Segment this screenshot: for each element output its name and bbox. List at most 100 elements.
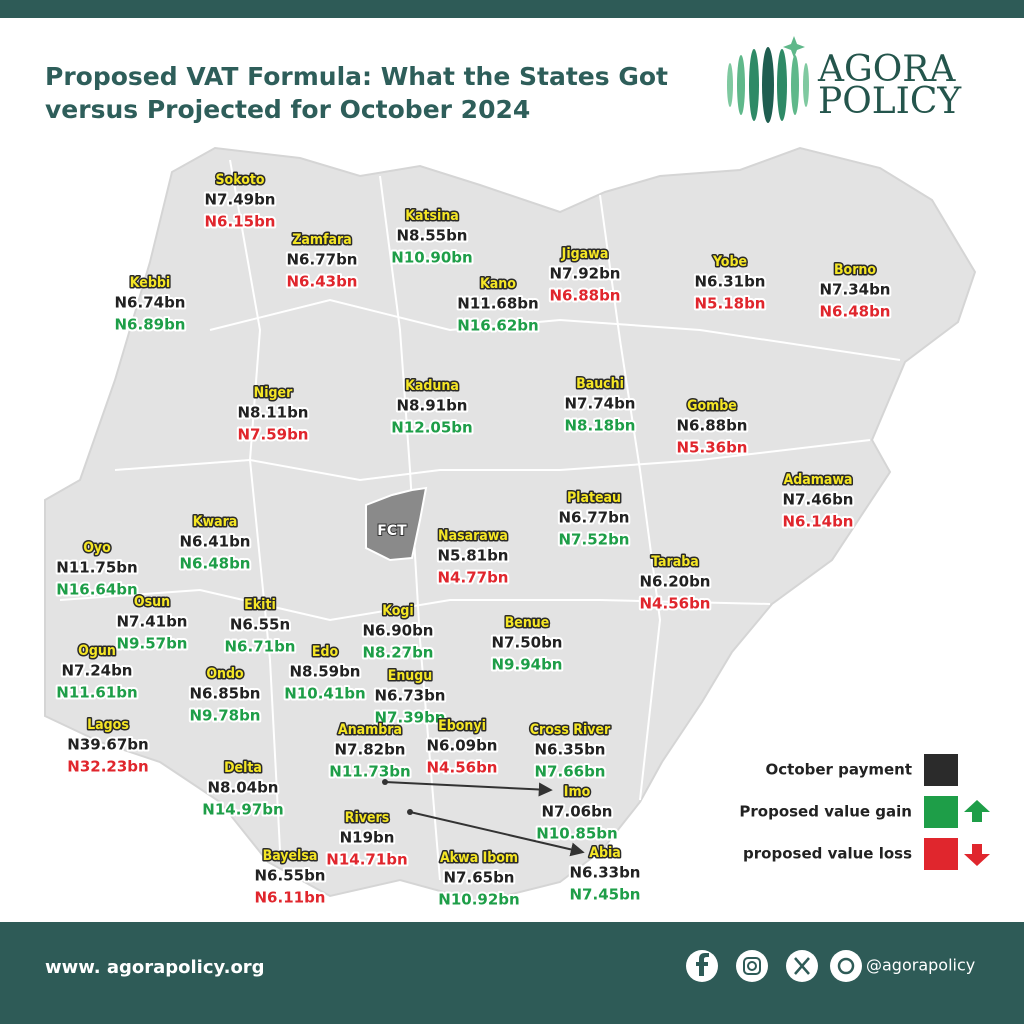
state-name: Kogi [382, 603, 414, 619]
state-name: Jigawa [561, 246, 609, 262]
state-name: Oyo [83, 540, 111, 556]
state-name: Anambra [338, 722, 402, 738]
proposed-value: N6.89bn [115, 316, 186, 334]
state-name: Borno [834, 262, 876, 278]
proposed-value: N10.85bn [536, 825, 617, 843]
october-payment: N6.41bn [180, 533, 251, 551]
state-name: Gombe [687, 398, 737, 414]
october-payment: N6.55n [230, 616, 290, 634]
october-payment: N7.34bn [820, 281, 891, 299]
state-name: Kebbi [130, 275, 170, 291]
october-payment: N8.55bn [397, 227, 468, 245]
state-name: Plateau [567, 490, 621, 506]
october-payment: N6.20bn [640, 573, 711, 591]
proposed-value: N6.14bn [783, 513, 854, 531]
title-line: versus Projected for October 2024 [45, 95, 530, 124]
state-name: Ekiti [244, 597, 276, 613]
proposed-value: N4.56bn [427, 759, 498, 777]
proposed-value: N6.48bn [820, 303, 891, 321]
state-name: Ogun [78, 643, 116, 659]
proposed-value: N14.71bn [326, 851, 407, 869]
proposed-value: N4.56bn [640, 595, 711, 613]
proposed-value: N7.45bn [570, 886, 641, 904]
legend-swatch [924, 754, 958, 786]
october-payment: N6.33bn [570, 864, 641, 882]
state-name: Nasarawa [438, 528, 508, 544]
proposed-value: N7.52bn [559, 531, 630, 549]
october-payment: N7.41bn [117, 613, 188, 631]
gain-arrow [964, 800, 990, 822]
arrow [409, 811, 585, 857]
logo-text: POLICY [818, 81, 962, 122]
state-name: Taraba [651, 554, 699, 570]
october-payment: N7.50bn [492, 634, 563, 652]
state-name: Yobe [712, 254, 747, 270]
october-payment: N6.90bn [363, 622, 434, 640]
state-name: Osun [134, 594, 170, 610]
proposed-value: N8.18bn [565, 417, 636, 435]
proposed-value: N6.11bn [255, 889, 326, 907]
proposed-value: N16.64bn [56, 581, 137, 599]
state-name: Lagos [87, 717, 129, 733]
october-payment: N6.55bn [255, 867, 326, 885]
state-name: Kano [480, 276, 516, 292]
october-payment: N7.06bn [542, 803, 613, 821]
state-name: Katsina [405, 208, 459, 224]
state-name: Benue [505, 615, 550, 631]
state-name: Niger [254, 385, 293, 401]
october-payment: N7.82bn [335, 741, 406, 759]
proposed-value: N10.92bn [438, 891, 519, 909]
state-name: Bayelsa [263, 848, 318, 864]
arrow-dot [382, 779, 388, 785]
proposed-value: N7.66bn [535, 763, 606, 781]
october-payment: N6.77bn [287, 251, 358, 269]
state-name: Zamfara [292, 232, 351, 248]
website[interactable]: www. agorapolicy.org [45, 957, 265, 978]
october-payment: N19bn [340, 829, 395, 847]
october-payment: N8.11bn [238, 404, 309, 422]
proposed-value: N10.41bn [284, 685, 365, 703]
legend-swatch [924, 838, 958, 870]
logo-mark [727, 36, 809, 123]
october-payment: N7.65bn [444, 869, 515, 887]
october-payment: N5.81bn [438, 547, 509, 565]
state-name: Ebonyi [438, 718, 486, 734]
proposed-value: N5.36bn [677, 439, 748, 457]
october-payment: N7.49bn [205, 191, 276, 209]
proposed-value: N4.77bn [438, 569, 509, 587]
social-icons[interactable] [686, 950, 862, 982]
proposed-value: N7.39bn [375, 709, 446, 727]
top-bar [0, 0, 1024, 18]
state-name: Cross River [530, 722, 611, 738]
state-name: Imo [564, 784, 591, 800]
october-payment: N6.09bn [427, 737, 498, 755]
proposed-value: N10.90bn [391, 249, 472, 267]
state-name: Kwara [193, 514, 238, 530]
october-payment: N7.92bn [550, 265, 621, 283]
loss-arrow [964, 844, 990, 866]
state-name: Akwa Ibom [440, 850, 518, 866]
october-payment: N7.74bn [565, 395, 636, 413]
proposed-value: N9.57bn [117, 635, 188, 653]
social-handle[interactable]: @agorapolicy [866, 956, 975, 975]
arrow [384, 781, 553, 797]
october-payment: N7.24bn [62, 662, 133, 680]
october-payment: N6.31bn [695, 273, 766, 291]
state-name: Kaduna [405, 378, 459, 394]
proposed-value: N32.23bn [67, 758, 148, 776]
october-payment: N6.35bn [535, 741, 606, 759]
october-payment: N7.46bn [783, 491, 854, 509]
legend-swatch [924, 796, 958, 828]
legend-label: October payment [766, 761, 912, 779]
fct-shape [365, 486, 428, 562]
state-name: Bauchi [576, 376, 624, 392]
legend-label: proposed value loss [743, 845, 912, 863]
proposed-value: N8.27bn [363, 644, 434, 662]
state-borders [59, 159, 901, 881]
state-name: Delta [224, 760, 262, 776]
october-payment: N6.77bn [559, 509, 630, 527]
proposed-value: N16.62bn [457, 317, 538, 335]
state-name: Edo [312, 644, 339, 660]
proposed-value: N9.94bn [492, 656, 563, 674]
